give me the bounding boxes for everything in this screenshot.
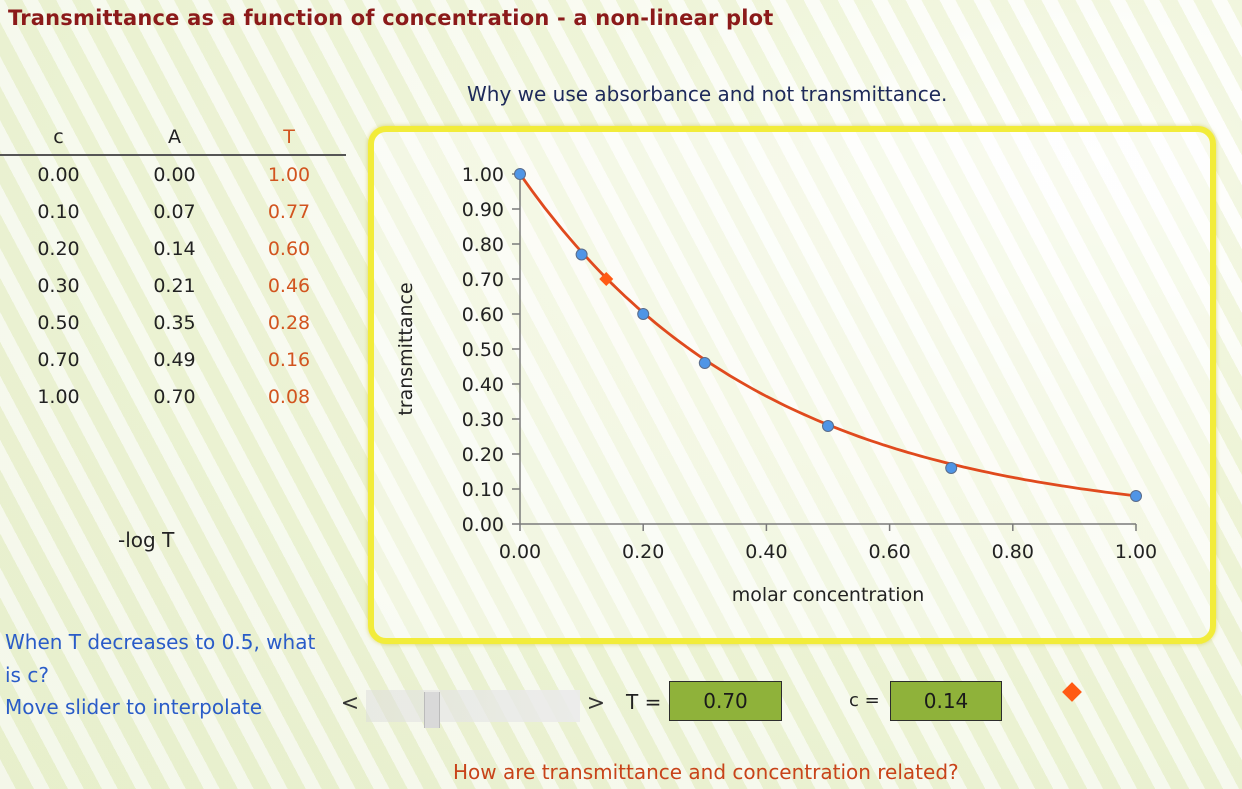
cell-a: 0.14 <box>153 237 196 260</box>
y-tick-label: 0.40 <box>462 374 504 396</box>
cell-c: 0.50 <box>37 311 80 334</box>
cell-t: 0.08 <box>267 385 311 408</box>
slider-left-arrow-icon[interactable]: < <box>340 691 360 716</box>
cell-c: 0.30 <box>37 274 80 297</box>
y-tick-label: 0.90 <box>462 199 504 221</box>
y-tick-label: 0.50 <box>462 339 504 361</box>
t-value-label: T = <box>626 690 662 714</box>
cell-t: 0.28 <box>267 311 311 334</box>
x-tick-label: 0.20 <box>622 541 664 563</box>
cell-t: 0.16 <box>267 348 311 371</box>
slider-thumb[interactable] <box>424 692 440 728</box>
data-point <box>514 168 526 180</box>
c-value-label: c = <box>849 690 880 711</box>
chart-subtitle-link[interactable]: Why we use absorbance and not transmitta… <box>467 82 948 106</box>
table-row: 0.20 0.14 0.60 <box>0 230 346 267</box>
cell-c: 0.10 <box>37 200 80 223</box>
cell-c: 1.00 <box>37 385 80 408</box>
data-table: c A T 0.00 0.00 1.00 0.10 0.07 0.77 0.20… <box>0 120 346 415</box>
absorbance-formula: -log T <box>118 528 175 552</box>
cell-t: 0.60 <box>267 237 311 260</box>
x-tick-label: 0.60 <box>868 541 910 563</box>
y-tick-label: 0.30 <box>462 409 504 431</box>
x-tick-label: 0.80 <box>992 541 1034 563</box>
x-tick-label: 0.40 <box>745 541 787 563</box>
y-tick-label: 1.00 <box>462 164 504 186</box>
page-title: Transmittance as a function of concentra… <box>8 6 774 30</box>
data-point <box>698 357 711 369</box>
slider-right-arrow-icon[interactable]: > <box>586 691 606 716</box>
cell-t: 1.00 <box>267 163 311 186</box>
table-row: 0.00 0.00 1.00 <box>0 155 346 193</box>
cell-a: 0.07 <box>153 200 196 223</box>
slider-instruction: Move slider to interpolate <box>5 695 263 719</box>
y-tick-label: 0.70 <box>462 269 504 291</box>
header-a: A <box>117 120 232 156</box>
fitted-curve <box>518 173 1137 498</box>
data-point <box>945 462 958 474</box>
interpolation-marker <box>599 272 614 286</box>
table-row: 0.50 0.35 0.28 <box>0 304 346 341</box>
y-tick-label: 0.60 <box>462 304 504 326</box>
y-tick-label: 0.10 <box>462 479 504 501</box>
interpolation-slider[interactable]: < > <box>338 686 608 728</box>
y-tick-label: 0.20 <box>462 444 504 466</box>
table-row: 1.00 0.70 0.08 <box>0 378 346 415</box>
cell-t: 0.77 <box>267 200 311 223</box>
data-point <box>637 308 650 320</box>
x-tick-label: 1.00 <box>1115 541 1157 563</box>
y-tick-label: 0.00 <box>462 514 504 536</box>
y-tick-label: 0.80 <box>462 234 504 256</box>
cell-t: 0.46 <box>267 274 311 297</box>
cell-a: 0.00 <box>153 163 196 186</box>
table-row: 0.70 0.49 0.16 <box>0 341 346 378</box>
cell-c: 0.20 <box>37 237 80 260</box>
header-t: T <box>232 120 346 156</box>
table-row: 0.30 0.21 0.46 <box>0 267 346 304</box>
interpolation-question: When T decreases to 0.5, what is c? <box>5 630 316 687</box>
t-value-box: 0.70 <box>669 681 782 721</box>
diamond-marker-icon <box>1062 682 1082 702</box>
cell-c: 0.00 <box>37 163 80 186</box>
cell-a: 0.49 <box>153 348 196 371</box>
transmittance-chart: 0.00 0.10 0.20 0.30 0.40 0.50 0.60 0.70 0.80 0.90… <box>395 164 1157 606</box>
data-point <box>575 248 588 261</box>
slider-track[interactable] <box>366 690 580 728</box>
data-point <box>1130 490 1142 502</box>
c-value-box: 0.14 <box>890 681 1002 721</box>
next-topic-link[interactable]: How are transmittance and concentration … <box>453 760 959 784</box>
table-row: 0.10 0.07 0.77 <box>0 193 346 230</box>
data-point <box>822 420 834 432</box>
cell-a: 0.21 <box>153 274 196 297</box>
table-header-row: c A T <box>0 120 346 156</box>
x-tick-label: 0.00 <box>499 541 541 563</box>
cell-a: 0.35 <box>153 311 196 334</box>
cell-c: 0.70 <box>37 348 80 371</box>
chart-frame: 0.00 0.10 0.20 0.30 0.40 0.50 0.60 0.70 0.80 0.90… <box>368 126 1216 644</box>
header-c: c <box>0 120 117 156</box>
cell-a: 0.70 <box>153 385 196 408</box>
x-axis-title: molar concentration <box>732 584 925 606</box>
y-axis-title: transmittance <box>395 282 417 415</box>
